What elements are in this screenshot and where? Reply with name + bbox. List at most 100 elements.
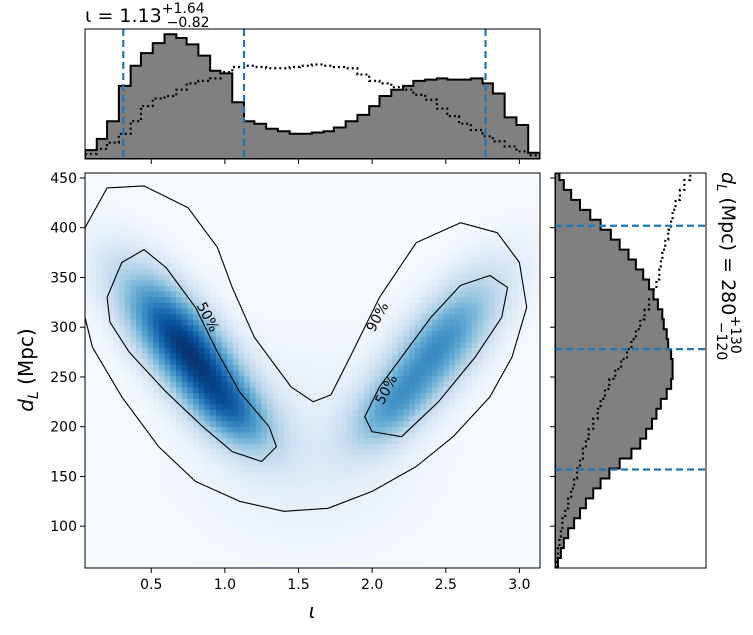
heatmap-cell: [119, 522, 126, 530]
heatmap-cell: [397, 494, 405, 501]
heatmap-cell: [375, 280, 382, 287]
heatmap-cell: [375, 449, 382, 456]
heatmap-cell: [483, 359, 490, 366]
heatmap-cell: [249, 178, 257, 185]
heatmap-cell: [454, 556, 461, 563]
heatmap-cell: [414, 302, 422, 310]
heatmap-cell: [255, 297, 262, 304]
heatmap-cell: [483, 449, 490, 456]
heatmap-cell: [181, 551, 188, 558]
heatmap-cell: [477, 415, 484, 422]
heatmap-cell: [312, 319, 319, 326]
heatmap-cell: [124, 494, 132, 501]
heatmap-cell: [340, 268, 348, 276]
heatmap-cell: [437, 500, 444, 507]
heatmap-cell: [380, 426, 388, 434]
heatmap-cell: [289, 359, 297, 366]
heatmap-cell: [232, 483, 240, 490]
heatmap-cell: [181, 252, 188, 259]
heatmap-cell: [90, 297, 97, 304]
heatmap-cell: [272, 223, 279, 231]
heatmap-cell: [346, 297, 353, 304]
heatmap-cell: [267, 218, 274, 225]
heatmap-cell: [312, 229, 319, 236]
heatmap-cell: [437, 302, 444, 310]
heatmap-cell: [426, 494, 433, 501]
heatmap-cell: [244, 263, 251, 270]
heatmap-cell: [340, 494, 348, 501]
heatmap-cell: [124, 370, 132, 377]
heatmap-cell: [170, 376, 177, 383]
heatmap-cell: [193, 314, 200, 321]
heatmap-cell: [437, 415, 444, 422]
heatmap-cell: [397, 489, 405, 496]
heatmap-cell: [141, 539, 149, 547]
heatmap-cell: [147, 500, 154, 507]
heatmap-cell: [164, 347, 171, 355]
heatmap-cell: [85, 511, 92, 518]
heatmap-cell: [158, 443, 166, 451]
heatmap-cell: [278, 545, 285, 552]
heatmap-cell: [471, 302, 479, 310]
heatmap-cell: [181, 494, 188, 501]
heatmap-cell: [358, 370, 365, 377]
heatmap-cell: [176, 370, 183, 377]
heatmap-cell: [335, 534, 342, 541]
heatmap-cell: [181, 285, 188, 293]
heatmap-cell: [358, 494, 365, 501]
heatmap-cell: [136, 562, 143, 568]
heatmap-cell: [420, 314, 427, 321]
heatmap-cell: [232, 331, 240, 338]
heatmap-cell: [431, 223, 439, 231]
heatmap-cell: [335, 494, 342, 501]
heatmap-cell: [193, 212, 200, 219]
heatmap-cell: [198, 336, 206, 343]
heatmap-cell: [340, 393, 348, 400]
heatmap-cell: [187, 511, 194, 518]
heatmap-cell: [483, 240, 490, 247]
heatmap-cell: [147, 342, 154, 349]
heatmap-cell: [414, 460, 422, 468]
heatmap-cell: [295, 173, 302, 180]
heatmap-cell: [483, 404, 490, 411]
heatmap-cell: [198, 314, 206, 321]
heatmap-cell: [221, 511, 228, 518]
heatmap-cell: [147, 285, 154, 293]
heatmap-cell: [158, 505, 166, 513]
heatmap-cell: [210, 347, 217, 355]
heatmap-cell: [449, 483, 456, 490]
heatmap-cell: [90, 500, 97, 507]
heatmap-cell: [437, 426, 444, 434]
heatmap-cell: [215, 257, 223, 264]
heatmap-cell: [96, 364, 103, 372]
heatmap-cell: [471, 477, 479, 484]
heatmap-cell: [437, 223, 444, 231]
heatmap-cell: [409, 257, 416, 264]
heatmap-cell: [323, 359, 331, 366]
heatmap-cell: [329, 359, 336, 366]
heatmap-cell: [153, 268, 160, 276]
heatmap-cell: [443, 257, 450, 264]
heatmap-cell: [375, 534, 382, 541]
heatmap-cell: [193, 268, 200, 276]
heatmap-cell: [312, 415, 319, 422]
heatmap-cell: [85, 359, 92, 366]
heatmap-cell: [261, 528, 268, 535]
heatmap-cell: [329, 460, 336, 468]
heatmap-cell: [363, 426, 370, 434]
heatmap-cell: [449, 426, 456, 434]
heatmap-cell: [244, 331, 251, 338]
heatmap-cell: [255, 511, 262, 518]
heatmap-cell: [249, 421, 257, 428]
heatmap-cell: [284, 325, 291, 332]
heatmap-cell: [392, 472, 399, 479]
heatmap-cell: [255, 528, 262, 535]
heatmap-cell: [261, 449, 268, 456]
heatmap-cell: [255, 353, 262, 360]
heatmap-cell: [403, 189, 410, 197]
heatmap-cell: [358, 443, 365, 451]
heatmap-cell: [420, 302, 427, 310]
heatmap-cell: [130, 212, 137, 219]
heatmap-cell: [232, 364, 240, 372]
heatmap-cell: [397, 325, 405, 332]
